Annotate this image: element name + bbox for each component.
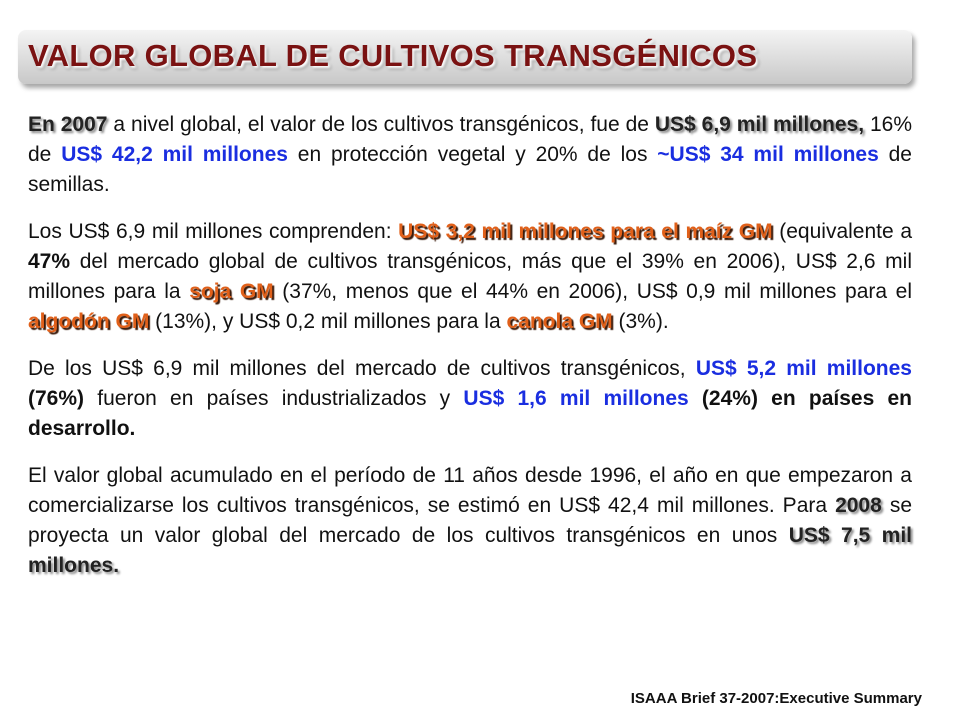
run: ~US$ 34 mil millones [657, 143, 879, 166]
run: Los US$ 6,9 mil millones comprenden: [28, 220, 399, 243]
run: (24%) en países en desarrollo. [28, 387, 913, 440]
run: soja GM [189, 280, 274, 303]
body: En 2007 a nivel global, el valor de los … [28, 110, 912, 598]
run: en protección vegetal y 20% de los [287, 143, 658, 166]
run: a nivel global, el valor de los cultivos… [107, 113, 655, 136]
run: De los US$ 6,9 mil millones del mercado … [28, 357, 696, 380]
run: El valor global acumulado en el período … [28, 464, 912, 517]
paragraph: De los US$ 6,9 mil millones del mercado … [28, 354, 912, 444]
run: se proyecta un valor global del mercado … [28, 494, 912, 547]
run: US$ 5,2 mil millones [695, 357, 912, 380]
paragraph: El valor global acumulado en el período … [28, 461, 912, 581]
run: US$ 3,2 mil millones para el maíz GM [398, 220, 773, 243]
run: (37%, menos que el 44% en 2006), US$ 0,9… [273, 280, 912, 303]
run: 2008 [835, 494, 882, 517]
run: del mercado global de cultivos transgéni… [28, 250, 912, 303]
run: US$ 6,9 mil millones, [654, 113, 865, 136]
run: (equivalente a [772, 220, 912, 243]
title-box [18, 30, 912, 84]
run: US$ 42,2 mil millones [61, 143, 288, 166]
footer: ISAAA Brief 37-2007:Executive Summary [630, 690, 922, 707]
paragraph: En 2007 a nivel global, el valor de los … [28, 110, 912, 200]
run: algodón GM [28, 310, 150, 333]
run: fueron en países industrializados y [84, 387, 464, 410]
run: US$ 7,5 mil millones. [28, 524, 912, 577]
title: VALOR GLOBAL DE CULTIVOS TRANSGÉNICOS [28, 38, 758, 73]
paragraph: Los US$ 6,9 mil millones comprenden: US$… [28, 217, 912, 337]
run: US$ 1,6 mil millones [463, 387, 689, 410]
run: (3%). [612, 310, 669, 333]
run: (76%) [28, 387, 85, 410]
run: de semillas. [28, 143, 912, 196]
run: (13%), y US$ 0,2 mil millones para la [149, 310, 507, 333]
run: 47% [28, 250, 71, 273]
run: 16% de [28, 113, 913, 166]
run: En 2007 [28, 113, 108, 136]
run: canola GM [506, 310, 613, 333]
